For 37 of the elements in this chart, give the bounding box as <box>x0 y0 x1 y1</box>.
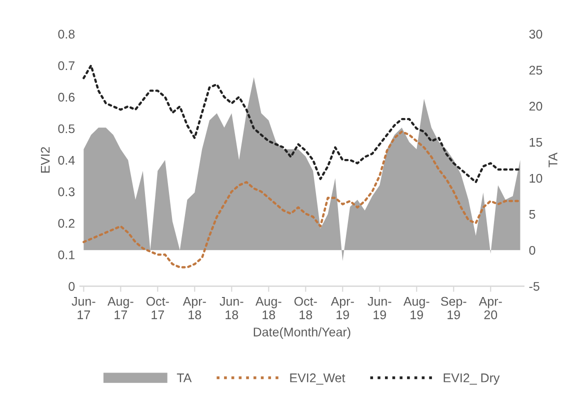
x-tick-label: Aug- 18 <box>255 297 282 320</box>
y-tick-label: 0.3 <box>58 187 75 196</box>
x-tick-label: Aug- 17 <box>107 297 134 320</box>
y-tick-label: 0.5 <box>58 124 75 134</box>
y-tick-label: 0.6 <box>58 92 75 102</box>
y2-tick-label: 5 <box>529 210 536 219</box>
y2-tick-label: 20 <box>529 102 542 111</box>
y-tick-label: 0.4 <box>58 156 75 165</box>
y2-tick-label: 25 <box>529 66 542 75</box>
x-tick-label: Sep- 19 <box>440 296 466 320</box>
y-axis-title: EVI2 <box>40 147 50 173</box>
y-tick-label: 0.2 <box>58 218 74 228</box>
x-tick-label: Apr- 20 <box>478 297 502 320</box>
x-tick-label: Jun- 19 <box>368 297 392 320</box>
y-tick-label: 0 <box>68 282 75 291</box>
y2-axis-title: TA <box>548 152 558 168</box>
x-tick-label: Oct- 17 <box>146 296 169 320</box>
legend-label: EVI2_Wet <box>290 373 346 385</box>
legend-label: TA <box>176 374 192 382</box>
y2-tick-label: -5 <box>529 282 540 291</box>
y-tick-label: 0.8 <box>58 30 75 39</box>
x-axis-title: Date(Month/Year) <box>254 327 350 339</box>
x-tick-label: Oct- 18 <box>294 296 317 320</box>
y2-tick-label: 15 <box>530 138 542 147</box>
y-tick-label: 0.7 <box>58 61 74 70</box>
y-tick-label: 0.1 <box>58 250 74 260</box>
x-tick-label: Apr- 19 <box>330 297 354 320</box>
x-tick-label: Aug- 19 <box>403 297 430 320</box>
x-tick-label: Apr- 18 <box>182 297 206 320</box>
y2-tick-label: 30 <box>529 30 542 39</box>
y2-tick-label: 0 <box>529 246 536 255</box>
legend-label: EVI2_ Dry <box>444 373 500 385</box>
y2-tick-label: 10 <box>530 174 542 183</box>
x-tick-label: Jun- 17 <box>72 297 96 320</box>
line-series <box>82 64 522 184</box>
line-series <box>82 130 522 268</box>
x-tick-label: Jun- 18 <box>220 297 244 320</box>
